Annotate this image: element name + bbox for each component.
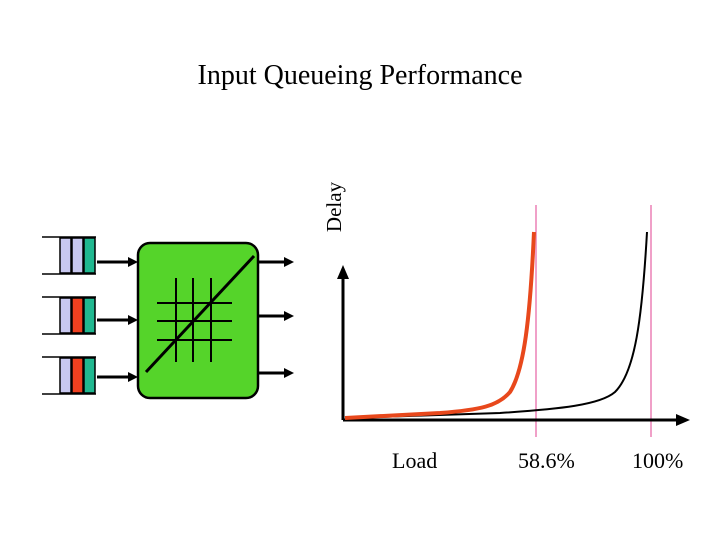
queue-cell <box>83 237 96 274</box>
y-axis <box>337 265 349 420</box>
input-arrow <box>97 257 138 267</box>
marker-label-100: 100% <box>632 448 684 473</box>
x-axis <box>343 414 690 426</box>
queue-cell <box>71 357 84 394</box>
input-queues <box>42 236 96 395</box>
page-title: Input Queueing Performance <box>197 60 523 91</box>
input-queueing-curve <box>344 231 536 420</box>
queue-cell <box>59 237 72 274</box>
queue <box>42 356 96 395</box>
input-arrow <box>97 372 138 382</box>
input-arrow <box>97 315 138 325</box>
queue-cell <box>83 297 96 334</box>
marker-label-58: 58.6% <box>518 448 575 473</box>
input-arrows <box>97 257 138 382</box>
output-queueing-curve <box>344 231 648 419</box>
output-arrows <box>258 257 294 378</box>
crossbar-diagonal <box>144 254 256 374</box>
queue-cell <box>59 297 72 334</box>
queue-cell <box>59 357 72 394</box>
output-arrow <box>258 368 294 378</box>
queue-cell <box>71 297 84 334</box>
x-axis-label: Load <box>392 448 438 473</box>
queue <box>42 236 96 275</box>
output-arrow <box>258 311 294 321</box>
queue <box>42 296 96 335</box>
queue-cell <box>83 357 96 394</box>
queue-cell <box>71 237 84 274</box>
output-arrow <box>258 257 294 267</box>
y-axis-label: Delay <box>322 181 346 233</box>
